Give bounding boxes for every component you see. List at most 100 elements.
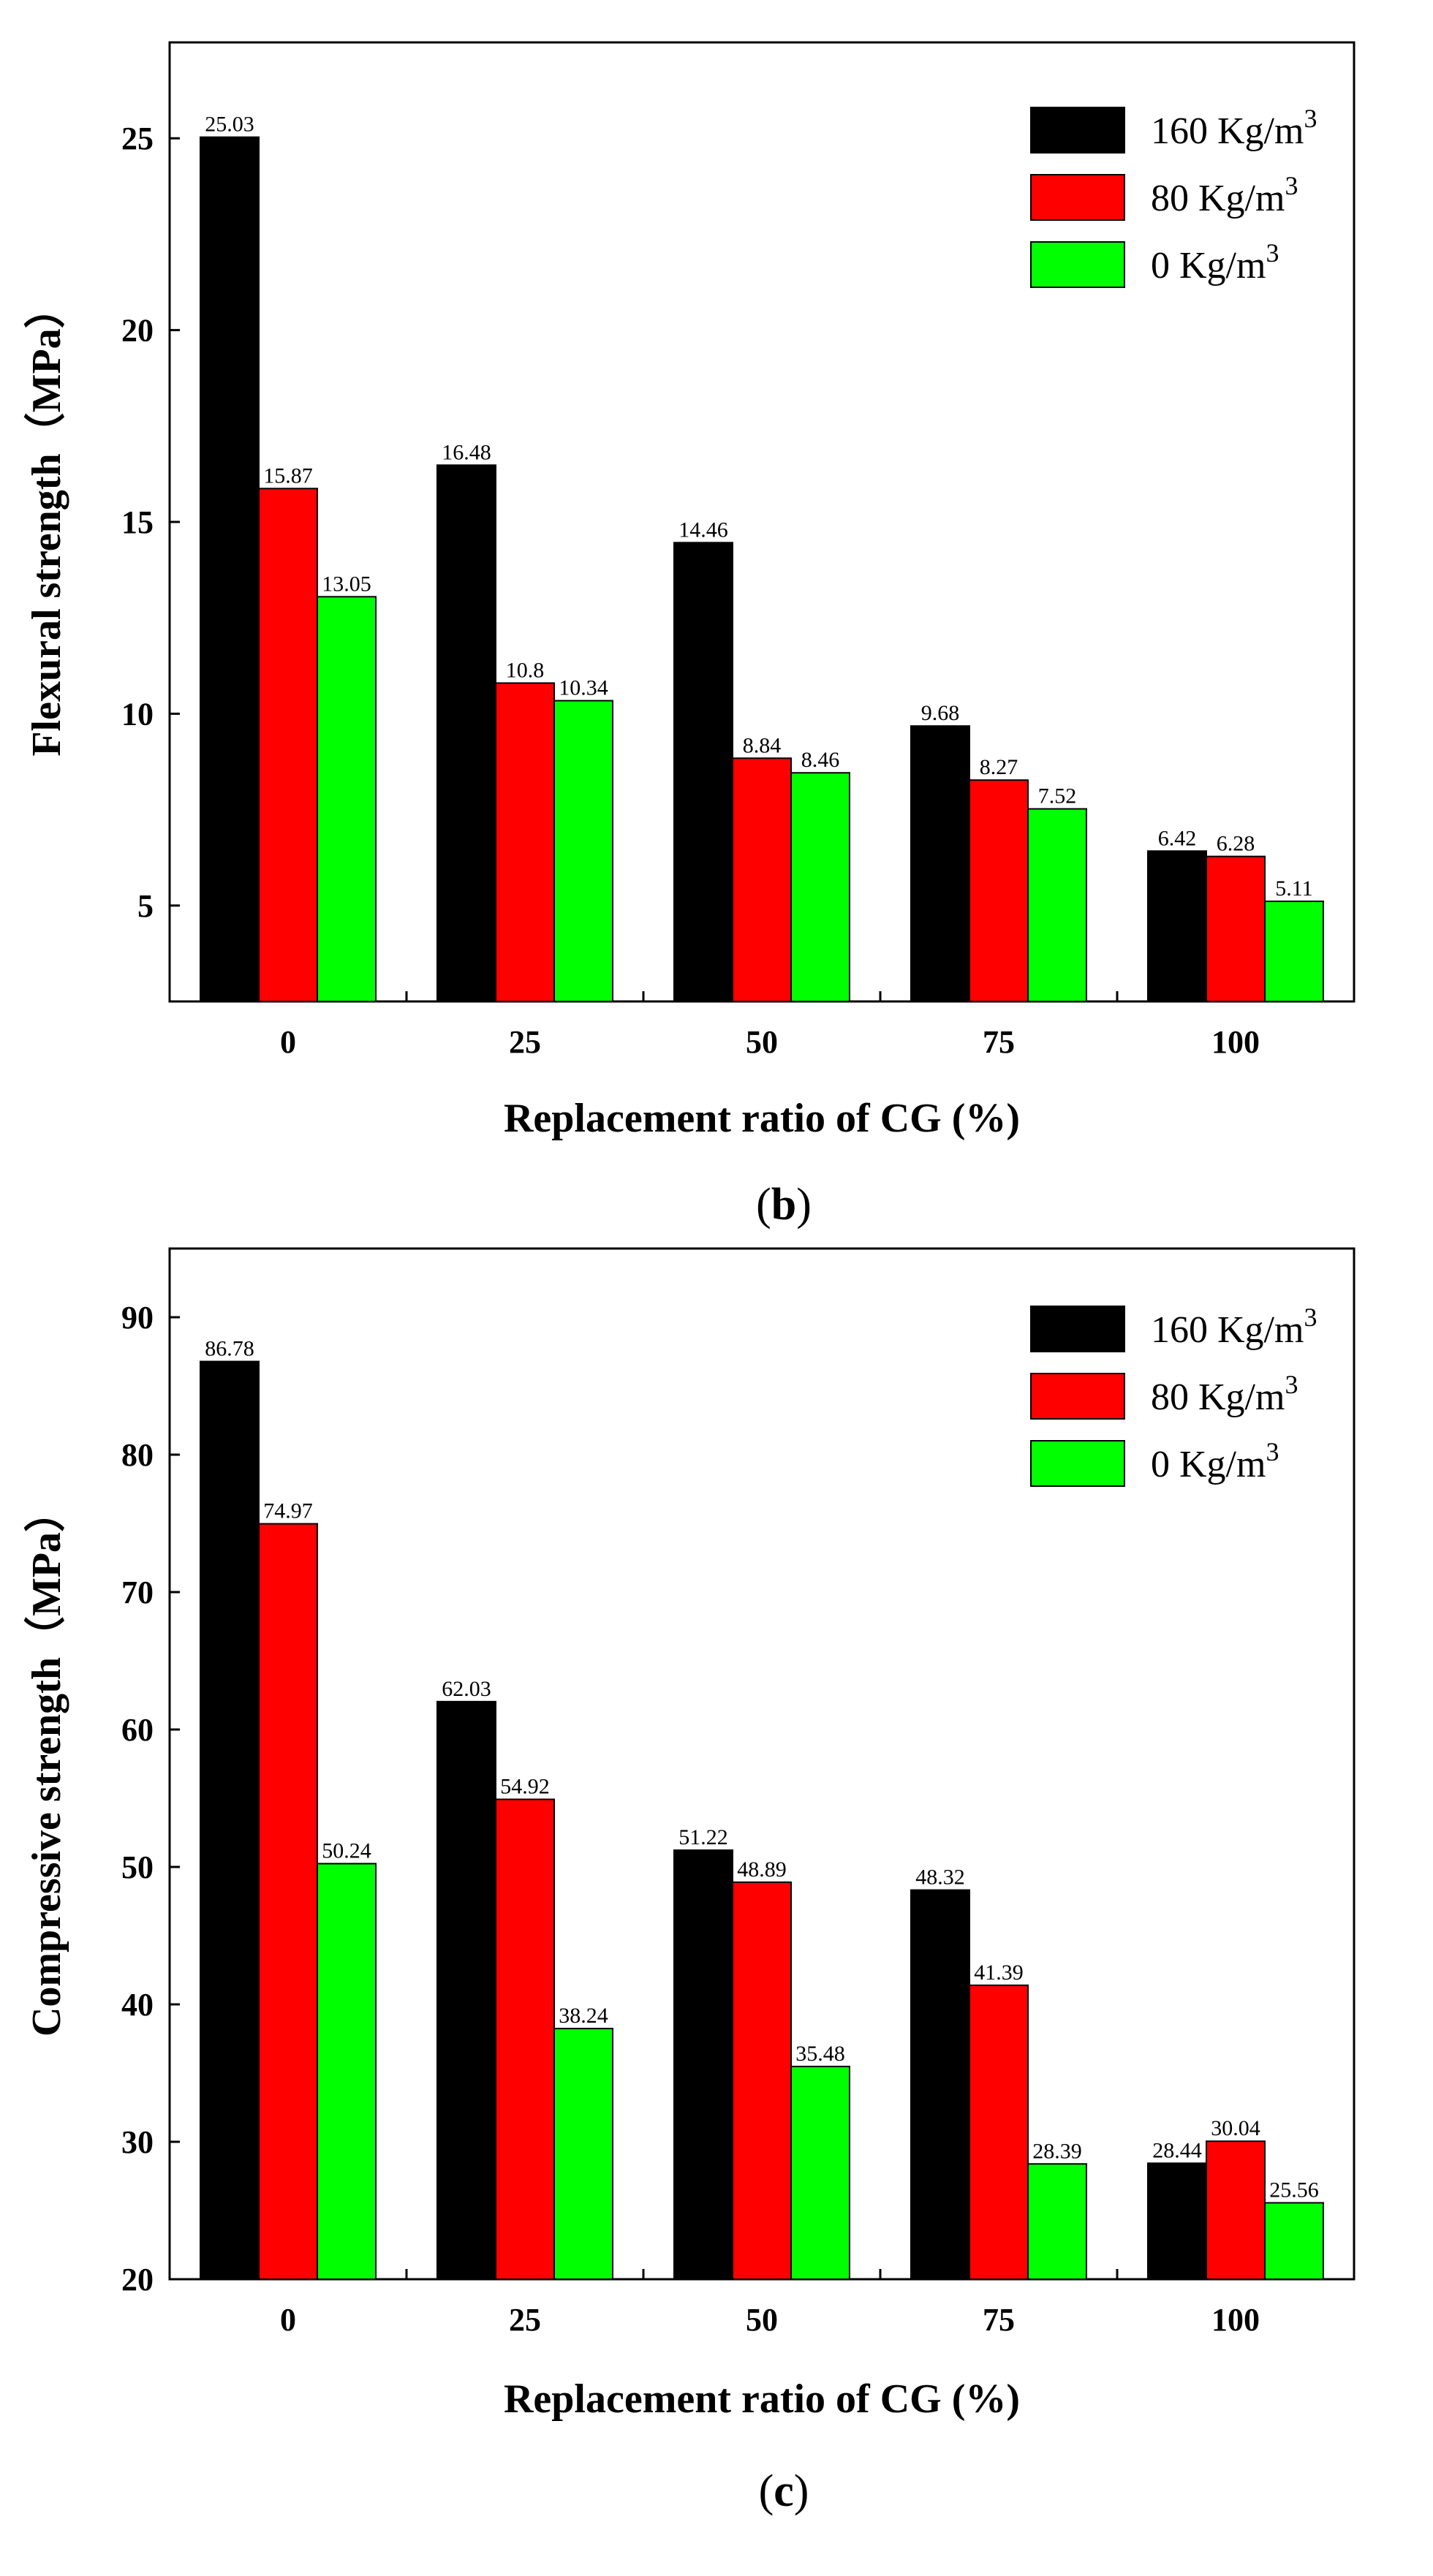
y-tick-label: 20 bbox=[121, 2262, 154, 2297]
bar-series-0-cat-1 bbox=[436, 1700, 496, 2280]
y-tick-label: 70 bbox=[121, 1575, 154, 1610]
y-tick-label: 20 bbox=[121, 313, 154, 349]
y-axis-title: Flexural strength（MPa） bbox=[23, 287, 69, 756]
x-tick-label: 50 bbox=[746, 1024, 778, 1060]
bar-data-label: 14.46 bbox=[678, 518, 728, 542]
legend-label-1: 80 Kg/m3 bbox=[1151, 1370, 1298, 1418]
bar-data-label: 6.42 bbox=[1158, 826, 1197, 850]
bar-series-2-cat-3 bbox=[1027, 808, 1087, 1002]
bar-data-label: 38.24 bbox=[559, 2004, 608, 2028]
bar-data-label: 13.05 bbox=[322, 572, 371, 596]
bar-series-1-cat-4 bbox=[1206, 855, 1266, 1003]
bar-data-label: 48.32 bbox=[915, 1865, 965, 1890]
bar-data-label: 51.22 bbox=[678, 1825, 728, 1849]
x-tick-label: 25 bbox=[509, 2302, 541, 2338]
x-tick-label: 100 bbox=[1211, 2302, 1260, 2338]
bar-series-0-cat-1 bbox=[436, 464, 496, 1002]
panel-label: (c) bbox=[759, 2466, 809, 2516]
legend-swatch-1 bbox=[1030, 174, 1125, 221]
bar-data-label: 10.34 bbox=[559, 676, 608, 700]
bar-data-label: 16.48 bbox=[442, 440, 491, 464]
bar-data-label: 86.78 bbox=[205, 1337, 254, 1361]
bar-series-2-cat-2 bbox=[790, 2065, 850, 2281]
bar-data-label: 8.27 bbox=[980, 755, 1018, 779]
bar-series-2-cat-2 bbox=[790, 772, 850, 1003]
bar-data-label: 50.24 bbox=[322, 1838, 371, 1863]
bar-data-label: 8.84 bbox=[743, 733, 782, 757]
x-axis-title: Replacement ratio of CG (%) bbox=[504, 2376, 1020, 2422]
bar-data-label: 25.56 bbox=[1269, 2178, 1319, 2202]
y-tick-label: 60 bbox=[121, 1712, 154, 1748]
bar-series-1-cat-1 bbox=[495, 682, 555, 1003]
bar-data-label: 8.46 bbox=[801, 748, 840, 772]
bar-data-label: 62.03 bbox=[442, 1677, 491, 1701]
y-tick-label: 50 bbox=[121, 1849, 154, 1885]
y-tick-label: 30 bbox=[121, 2124, 154, 2160]
bar-series-1-cat-3 bbox=[969, 779, 1029, 1003]
bar-series-1-cat-1 bbox=[495, 1798, 555, 2280]
bar-series-0-cat-2 bbox=[673, 1849, 733, 2280]
bar-series-2-cat-4 bbox=[1264, 901, 1324, 1003]
bar-series-0-cat-0 bbox=[200, 1360, 260, 2280]
bar-data-label: 7.52 bbox=[1038, 784, 1077, 808]
legend-label-2: 0 Kg/m3 bbox=[1151, 1437, 1279, 1485]
bar-data-label: 15.87 bbox=[263, 463, 313, 488]
bar-series-2-cat-0 bbox=[317, 596, 377, 1002]
legend-swatch-2 bbox=[1030, 241, 1125, 288]
bar-series-1-cat-0 bbox=[258, 1523, 318, 2280]
legend-label-0: 160 Kg/m3 bbox=[1151, 104, 1317, 152]
y-tick-label: 5 bbox=[137, 888, 154, 924]
bar-data-label: 41.39 bbox=[974, 1961, 1024, 1985]
bar-data-label: 5.11 bbox=[1275, 876, 1312, 901]
bar-series-0-cat-4 bbox=[1147, 2162, 1207, 2280]
bar-series-2-cat-3 bbox=[1027, 2163, 1087, 2281]
bar-series-2-cat-1 bbox=[553, 2028, 613, 2280]
bar-data-label: 6.28 bbox=[1217, 832, 1255, 856]
compressive-strength-chart: 20 30 40 50 60 70 80 90 0 25 50 75 100 86.78 62.03 51.2… bbox=[23, 1247, 1356, 2516]
bar-series-1-cat-2 bbox=[732, 1881, 792, 2280]
legend-swatch-0 bbox=[1030, 1306, 1125, 1352]
x-tick-label: 0 bbox=[280, 2302, 296, 2338]
legend-swatch-0 bbox=[1030, 107, 1125, 154]
flexural-strength-chart: 5 10 15 20 25 0 25 50 75 100 25.03 16.48 14.46 9.68 6.… bbox=[23, 41, 1356, 1230]
x-tick-label: 75 bbox=[983, 1024, 1015, 1060]
bar-data-label: 30.04 bbox=[1211, 2116, 1260, 2140]
y-tick-label: 15 bbox=[121, 504, 154, 540]
y-tick-label: 80 bbox=[121, 1437, 154, 1473]
y-tick-label: 10 bbox=[121, 696, 154, 732]
bar-data-label: 25.03 bbox=[205, 113, 254, 137]
x-tick-label: 25 bbox=[509, 1024, 541, 1060]
legend-swatch-2 bbox=[1030, 1440, 1125, 1487]
bar-data-label: 28.39 bbox=[1032, 2139, 1082, 2163]
bar-data-label: 10.8 bbox=[506, 658, 545, 682]
bar-series-1-cat-0 bbox=[258, 488, 318, 1002]
bar-data-label: 9.68 bbox=[921, 701, 960, 725]
bar-data-label: 74.97 bbox=[263, 1499, 313, 1523]
bar-data-label: 48.89 bbox=[737, 1857, 787, 1882]
bar-data-label: 28.44 bbox=[1152, 2138, 1202, 2162]
bar-series-1-cat-3 bbox=[969, 1984, 1029, 2280]
bar-series-0-cat-3 bbox=[910, 1889, 970, 2280]
bar-series-0-cat-3 bbox=[910, 725, 970, 1002]
bar-series-1-cat-2 bbox=[732, 757, 792, 1003]
y-tick-label: 25 bbox=[121, 121, 154, 156]
y-axis-title: Compressive strength（MPa） bbox=[23, 1491, 69, 2037]
x-tick-label: 75 bbox=[983, 2302, 1015, 2338]
bar-series-1-cat-4 bbox=[1206, 2140, 1266, 2281]
bar-data-label: 54.92 bbox=[500, 1775, 550, 1799]
bar-series-0-cat-2 bbox=[673, 542, 733, 1002]
y-tick-label: 90 bbox=[121, 1300, 154, 1336]
bar-series-2-cat-1 bbox=[553, 700, 613, 1003]
legend-label-0: 160 Kg/m3 bbox=[1151, 1303, 1317, 1351]
bar-series-0-cat-4 bbox=[1147, 850, 1207, 1003]
x-tick-label: 0 bbox=[280, 1024, 296, 1060]
x-tick-label: 100 bbox=[1211, 1024, 1260, 1060]
bar-series-0-cat-0 bbox=[200, 136, 260, 1002]
panel-label: (b) bbox=[756, 1180, 812, 1230]
legend-label-1: 80 Kg/m3 bbox=[1151, 171, 1298, 219]
legend-label-2: 0 Kg/m3 bbox=[1151, 238, 1279, 287]
bar-series-2-cat-4 bbox=[1264, 2202, 1324, 2280]
x-axis-title: Replacement ratio of CG (%) bbox=[504, 1096, 1020, 1141]
bar-series-2-cat-0 bbox=[317, 1863, 377, 2281]
